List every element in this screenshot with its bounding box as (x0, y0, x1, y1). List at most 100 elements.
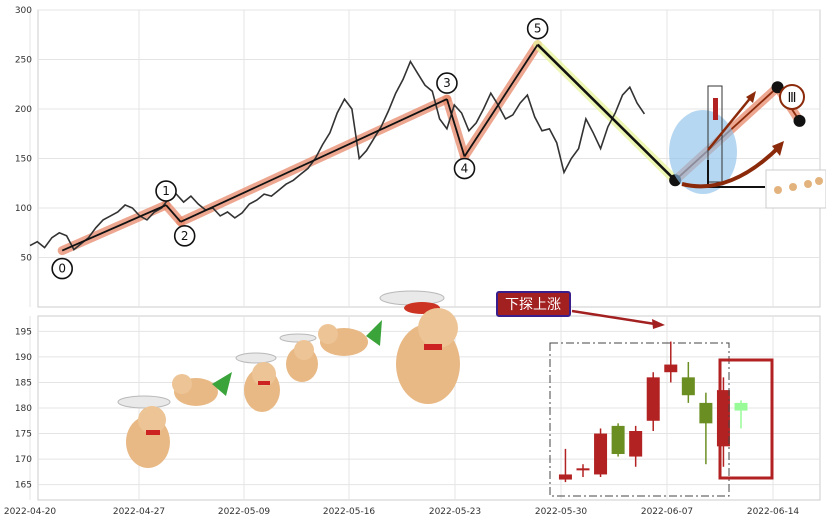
annotation-text: 下探上涨 (505, 297, 561, 313)
x-tick-label: 2022-04-20 (4, 507, 57, 517)
wave-label-circle (173, 225, 196, 247)
puppy-6-propeller (379, 290, 445, 306)
wave-segment (536, 43, 677, 182)
wave-label-circle (436, 72, 458, 94)
highlight-range-box (718, 358, 774, 480)
dog-thumbnail (765, 169, 826, 209)
puppy-4-propeller (279, 333, 317, 343)
puppy-2-head (172, 374, 192, 394)
puppy-3-bowtie (258, 381, 270, 385)
flying-puppies-illustration (117, 290, 460, 468)
top-panel: 50 100 150 200 250 300 0 1 2 3 4 5 Ⅲ (15, 6, 826, 308)
highlight-candle-red (713, 98, 718, 120)
wave-label-circle (51, 257, 73, 280)
dog-thumbnail-mark-3 (804, 180, 812, 188)
puppy-1 (117, 395, 171, 468)
x-tick-label: 2022-04-27 (113, 507, 165, 517)
puppy-5-head (318, 324, 338, 344)
bottom-y-tick-label: 185 (15, 378, 32, 388)
highlight-circle (669, 110, 737, 194)
wave-label-text: 0 (58, 262, 66, 276)
candle-body (681, 377, 695, 396)
annotation-box (496, 291, 571, 317)
dog-thumbnail-mark-2 (789, 183, 797, 191)
bottom-y-axis: 165 170 175 180 185 190 195 (15, 327, 32, 490)
puppy-3-head (252, 362, 276, 386)
x-tick-label: 2022-05-09 (218, 507, 271, 517)
wave-segment (463, 44, 539, 158)
breakout-arrow (681, 144, 782, 189)
top-y-tick-label: 250 (15, 56, 32, 66)
candle-body (629, 431, 643, 457)
rise-arrow-head (746, 91, 756, 103)
bottom-y-tick-label: 170 (15, 455, 32, 465)
candle-body (646, 377, 660, 421)
bottom-y-tick-label: 165 (15, 481, 32, 491)
puppy-4-head (294, 340, 314, 360)
swing-point-dot (771, 81, 784, 94)
x-tick-label: 2022-06-07 (641, 507, 693, 517)
puppy-3 (235, 352, 280, 412)
top-y-tick-label: 300 (15, 6, 32, 16)
puppy-5 (318, 320, 382, 356)
bottom-y-tick-label: 190 (15, 353, 32, 363)
bottom-y-tick-label: 180 (15, 404, 32, 414)
top-y-axis: 50 100 150 200 250 300 (15, 6, 32, 264)
top-y-tick-label: 100 (15, 204, 32, 214)
rise-arrow (707, 95, 753, 151)
top-y-tick-label: 50 (21, 254, 33, 264)
breakout-arrow-head (772, 141, 784, 156)
wave-label-circle (453, 157, 476, 180)
wave-label-text: 1 (162, 184, 170, 198)
wave-label-circle (526, 17, 549, 40)
wave-label-text: 5 (534, 22, 542, 36)
puppy-3-propeller (235, 352, 277, 364)
puppy-6-bowtie (424, 344, 442, 350)
candle-body (699, 402, 713, 424)
puppy-6-head (418, 308, 458, 348)
x-axis: 2022-04-20 2022-04-27 2022-05-09 2022-05-16… (4, 507, 800, 517)
bottom-y-tick-label: 195 (15, 327, 32, 337)
puppy-6 (379, 290, 460, 404)
annotation-arrow-head (652, 319, 665, 329)
top-y-tick-label: 200 (15, 105, 32, 115)
dog-thumbnail-mark-1 (774, 186, 782, 194)
wave-segment (61, 204, 167, 252)
x-tick-label: 2022-05-16 (323, 507, 376, 517)
puppy-1-head (138, 406, 166, 434)
candle-body (611, 425, 625, 454)
dashdot-range-box (549, 342, 730, 497)
swing-point-dot (793, 114, 806, 127)
roman-wave-circle (779, 84, 805, 110)
wave-label-text: 3 (443, 76, 451, 90)
wave-segment (446, 98, 466, 157)
wave-segment (165, 204, 182, 223)
wave-label-text: 4 (461, 162, 469, 176)
candle-body (594, 433, 608, 475)
wave-label-text: 2 (181, 229, 189, 243)
annotation-callout: 下探上涨 (496, 291, 665, 329)
puppy-1-propeller (117, 395, 171, 409)
wave-lines (61, 43, 806, 252)
puppy-5-propeller (366, 320, 382, 346)
top-y-tick-label: 150 (15, 155, 32, 165)
puppy-4 (279, 333, 318, 382)
wave-labels: 0 1 2 3 4 5 (51, 17, 549, 280)
candle-body (576, 468, 590, 471)
price-line (29, 59, 646, 251)
roman-wave-badge: Ⅲ (779, 84, 805, 110)
dog-thumbnail-mark-4 (815, 177, 823, 185)
puppy-1-bowtie (146, 430, 160, 435)
candle-body (734, 402, 748, 411)
puppy-2 (172, 372, 232, 406)
bottom-y-tick-label: 175 (15, 430, 32, 440)
roman-wave-label: Ⅲ (788, 91, 797, 106)
x-tick-label: 2022-05-30 (535, 507, 588, 517)
puppy-2-propeller (212, 372, 232, 396)
wave-segment (180, 98, 448, 223)
x-tick-label: 2022-05-23 (429, 507, 481, 517)
wave-label-circle (155, 180, 177, 202)
x-tick-label: 2022-06-14 (747, 507, 800, 517)
candle-body (664, 364, 678, 373)
